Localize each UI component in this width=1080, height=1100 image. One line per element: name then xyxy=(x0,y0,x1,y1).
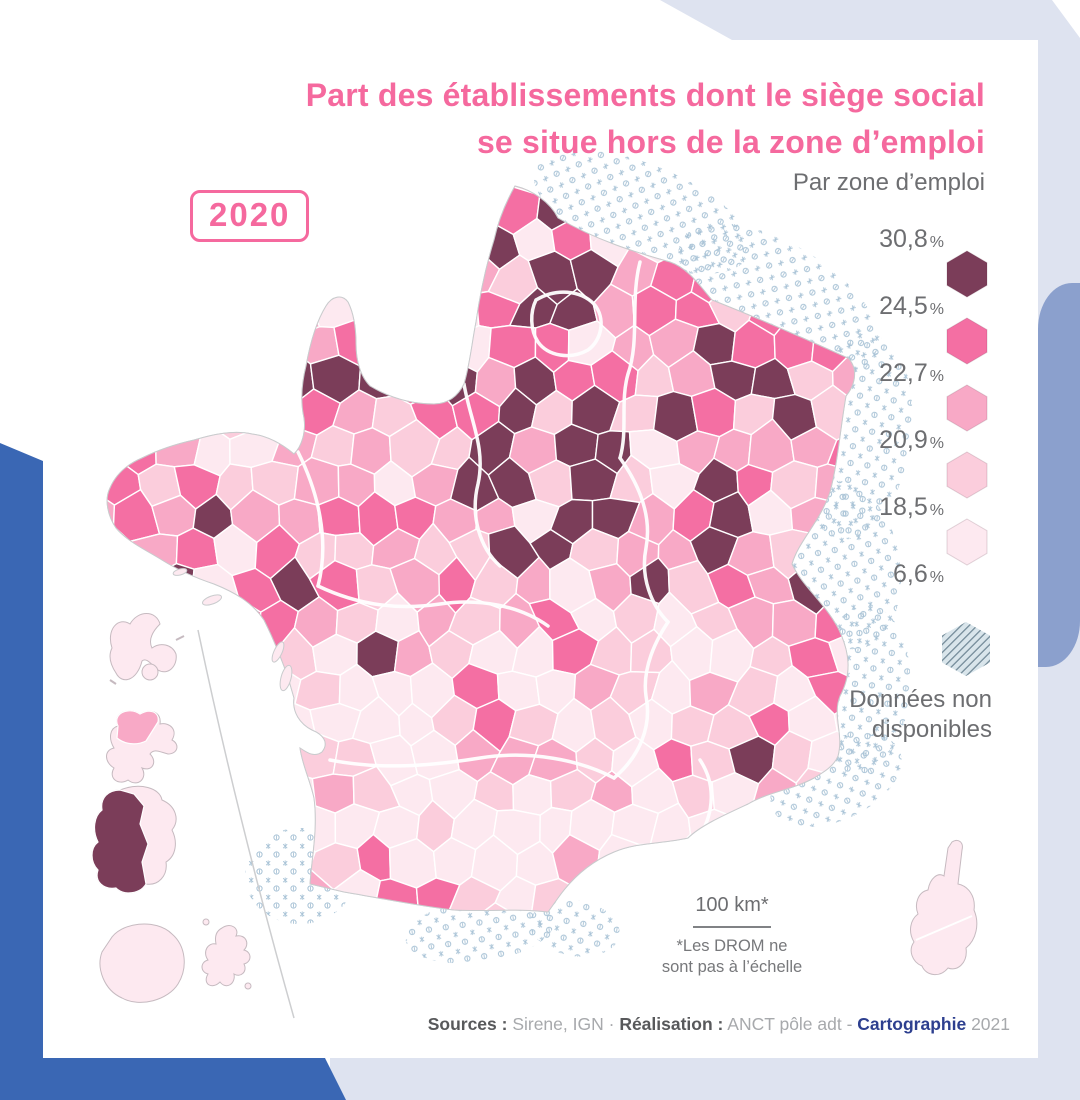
legend-break-label: 22,7% xyxy=(879,359,944,387)
scale-bar: 100 km* *Les DROM ne sont pas à l’échell… xyxy=(642,894,822,978)
bg-periwinkle-blob xyxy=(1038,283,1080,667)
legend-hexagon-swatch xyxy=(946,317,988,365)
scale-line xyxy=(693,926,771,928)
no-data-legend: Données non disponibles xyxy=(732,622,992,745)
drom-guyane xyxy=(91,785,177,894)
year-badge: 2020 xyxy=(190,190,310,242)
map-card: Part des établissements dont le siège so… xyxy=(43,40,1038,1057)
drom-mayotte xyxy=(201,918,252,990)
legend-hexagon-swatch xyxy=(946,384,988,432)
bg-blue-left-stripe xyxy=(0,443,43,1100)
bg-blue-bottom-stripe xyxy=(0,1058,346,1100)
legend-break-label: 20,9% xyxy=(879,426,944,454)
legend-hexagon-swatch xyxy=(946,250,988,298)
drom-reunion xyxy=(99,923,185,1003)
drom-martinique xyxy=(106,710,178,784)
legend-break-label: 18,5% xyxy=(879,493,944,521)
scale-footnote: *Les DROM ne sont pas à l’échelle xyxy=(661,937,803,976)
legend-break-label: 6,6% xyxy=(893,560,944,588)
drom-guadeloupe xyxy=(109,613,185,685)
legend-break-label: 30,8% xyxy=(879,225,944,253)
cartographie-label: Cartographie xyxy=(857,1014,967,1034)
graticule-arc xyxy=(197,629,295,1019)
sources-label: Sources : xyxy=(427,1014,508,1034)
page-title: Part des établissements dont le siège so… xyxy=(305,77,985,160)
legend-hexagon-swatch xyxy=(946,451,988,499)
no-data-hatch-hexagon-icon xyxy=(942,622,990,676)
legend: 30,8% 24,5% 22,7% 20,9% 18,5% 6,6% xyxy=(838,225,988,625)
legend-break-label: 24,5% xyxy=(879,292,944,320)
scale-label: 100 km* xyxy=(695,894,769,916)
map-subtitle: Par zone d’emploi xyxy=(792,169,985,196)
bg-bottom-band xyxy=(330,1058,1080,1100)
bg-top-band xyxy=(660,0,1080,40)
no-data-label: Données non disponibles xyxy=(849,686,992,743)
france-choropleth-map xyxy=(43,40,1038,1057)
corsica xyxy=(910,839,978,975)
legend-hexagon-swatch xyxy=(946,518,988,566)
realisation-label: Réalisation : xyxy=(619,1014,724,1034)
sources-footer: Sources : Sirene, IGN · Réalisation : AN… xyxy=(427,1014,1010,1034)
